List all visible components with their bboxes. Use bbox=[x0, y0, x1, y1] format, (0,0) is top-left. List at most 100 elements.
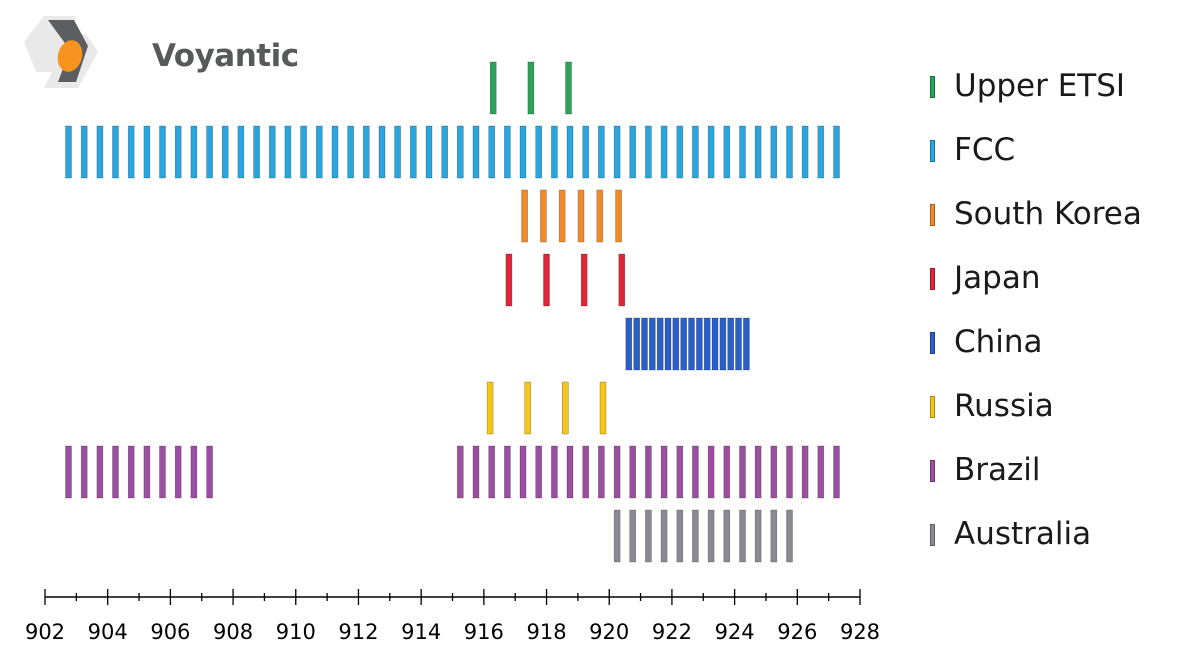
channel-bar bbox=[96, 445, 104, 499]
channel-bar bbox=[735, 317, 742, 371]
channel-bar bbox=[660, 125, 668, 179]
legend-swatch bbox=[930, 140, 935, 162]
legend-label: Russia bbox=[954, 388, 1054, 424]
channel-bar bbox=[80, 445, 88, 499]
channel-bar bbox=[786, 509, 793, 563]
channel-bar bbox=[833, 445, 840, 499]
channel-bar bbox=[645, 445, 652, 499]
channel-bar bbox=[540, 189, 547, 243]
channel-bar bbox=[551, 445, 558, 499]
channel-bar bbox=[645, 125, 652, 179]
channel-bar bbox=[739, 509, 746, 563]
channel-bars bbox=[65, 61, 840, 563]
channel-bar bbox=[754, 125, 762, 179]
channel-bar bbox=[723, 445, 731, 499]
legend-item: Upper ETSI bbox=[930, 62, 1170, 104]
channel-bar bbox=[580, 253, 588, 307]
x-tick-label: 906 bbox=[150, 620, 190, 644]
legend-label: China bbox=[954, 324, 1043, 360]
channel-bar bbox=[676, 125, 684, 179]
series-brazil bbox=[65, 445, 840, 499]
channel-bar bbox=[719, 317, 727, 371]
channel-bar bbox=[817, 125, 825, 179]
legend-item: China bbox=[930, 318, 1170, 360]
channel-bar bbox=[770, 125, 778, 179]
channel-bar bbox=[801, 125, 809, 179]
channel-bar bbox=[613, 445, 621, 499]
channel-bar bbox=[707, 125, 715, 179]
legend-item: Russia bbox=[930, 382, 1170, 424]
channel-bar bbox=[174, 445, 182, 499]
channel-bar bbox=[672, 317, 680, 371]
channel-bar bbox=[456, 445, 464, 499]
channel-bar bbox=[112, 445, 119, 499]
channel-bar bbox=[598, 445, 605, 499]
x-tick-label: 914 bbox=[401, 620, 441, 644]
channel-bar bbox=[268, 125, 276, 179]
channel-bar bbox=[599, 381, 607, 435]
channel-bar bbox=[696, 317, 703, 371]
channel-bar bbox=[504, 125, 511, 179]
channel-bar bbox=[645, 509, 652, 563]
channel-bar bbox=[505, 253, 513, 307]
channel-bar bbox=[615, 189, 622, 243]
channel-bar bbox=[739, 125, 746, 179]
legend-swatch bbox=[930, 204, 935, 226]
legend-item: FCC bbox=[930, 126, 1170, 168]
channel-bar bbox=[519, 445, 527, 499]
x-axis: 902 904 906 908 910 912 914 916 918 920 922 924 926 9… bbox=[25, 589, 880, 644]
channel-bar bbox=[394, 125, 401, 179]
channel-bar bbox=[284, 125, 292, 179]
channel-bar bbox=[519, 125, 527, 179]
voyantic-logo: Voyantic bbox=[18, 12, 318, 96]
series-fcc bbox=[65, 125, 840, 179]
channel-bar bbox=[613, 509, 621, 563]
channel-bar bbox=[159, 445, 166, 499]
channel-bar bbox=[174, 125, 182, 179]
channel-bar bbox=[521, 189, 528, 243]
legend-item: Australia bbox=[930, 510, 1170, 552]
channel-bar bbox=[65, 125, 72, 179]
channel-bar bbox=[711, 317, 719, 371]
channel-bar bbox=[703, 317, 711, 371]
legend-label: South Korea bbox=[954, 196, 1142, 232]
series-south-korea bbox=[521, 189, 622, 243]
channel-bar bbox=[378, 125, 386, 179]
x-tick-label: 922 bbox=[652, 620, 692, 644]
channel-bar bbox=[551, 125, 558, 179]
x-tick-label: 916 bbox=[464, 620, 504, 644]
channel-bar bbox=[565, 61, 572, 115]
x-tick-label: 924 bbox=[715, 620, 755, 644]
channel-bar bbox=[582, 445, 590, 499]
channel-bar bbox=[743, 317, 750, 371]
channel-bar bbox=[159, 125, 166, 179]
legend-label: Upper ETSI bbox=[954, 68, 1126, 104]
channel-bar bbox=[96, 125, 104, 179]
channel-bar bbox=[707, 445, 715, 499]
channel-bar bbox=[688, 317, 695, 371]
legend-item: South Korea bbox=[930, 190, 1170, 232]
channel-bar bbox=[561, 381, 569, 435]
voyantic-logo-mark bbox=[24, 16, 98, 88]
series-australia bbox=[613, 509, 793, 563]
channel-bar bbox=[633, 317, 641, 371]
channel-bar bbox=[486, 381, 494, 435]
channel-bar bbox=[535, 445, 543, 499]
legend-swatch bbox=[930, 332, 935, 354]
channel-bar bbox=[127, 445, 135, 499]
channel-bar bbox=[253, 125, 260, 179]
channel-bar bbox=[527, 61, 535, 115]
channel-bar bbox=[472, 445, 480, 499]
channel-bar bbox=[618, 253, 626, 307]
channel-bar bbox=[300, 125, 307, 179]
channel-bar bbox=[577, 189, 585, 243]
legend-swatch bbox=[930, 76, 935, 98]
channel-bar bbox=[362, 125, 370, 179]
channel-bar bbox=[488, 125, 496, 179]
channel-bar bbox=[656, 317, 664, 371]
channel-bar bbox=[331, 125, 339, 179]
channel-bar bbox=[456, 125, 464, 179]
series-upper-etsi bbox=[489, 61, 572, 115]
channel-bar bbox=[347, 125, 354, 179]
channel-bar bbox=[692, 509, 699, 563]
